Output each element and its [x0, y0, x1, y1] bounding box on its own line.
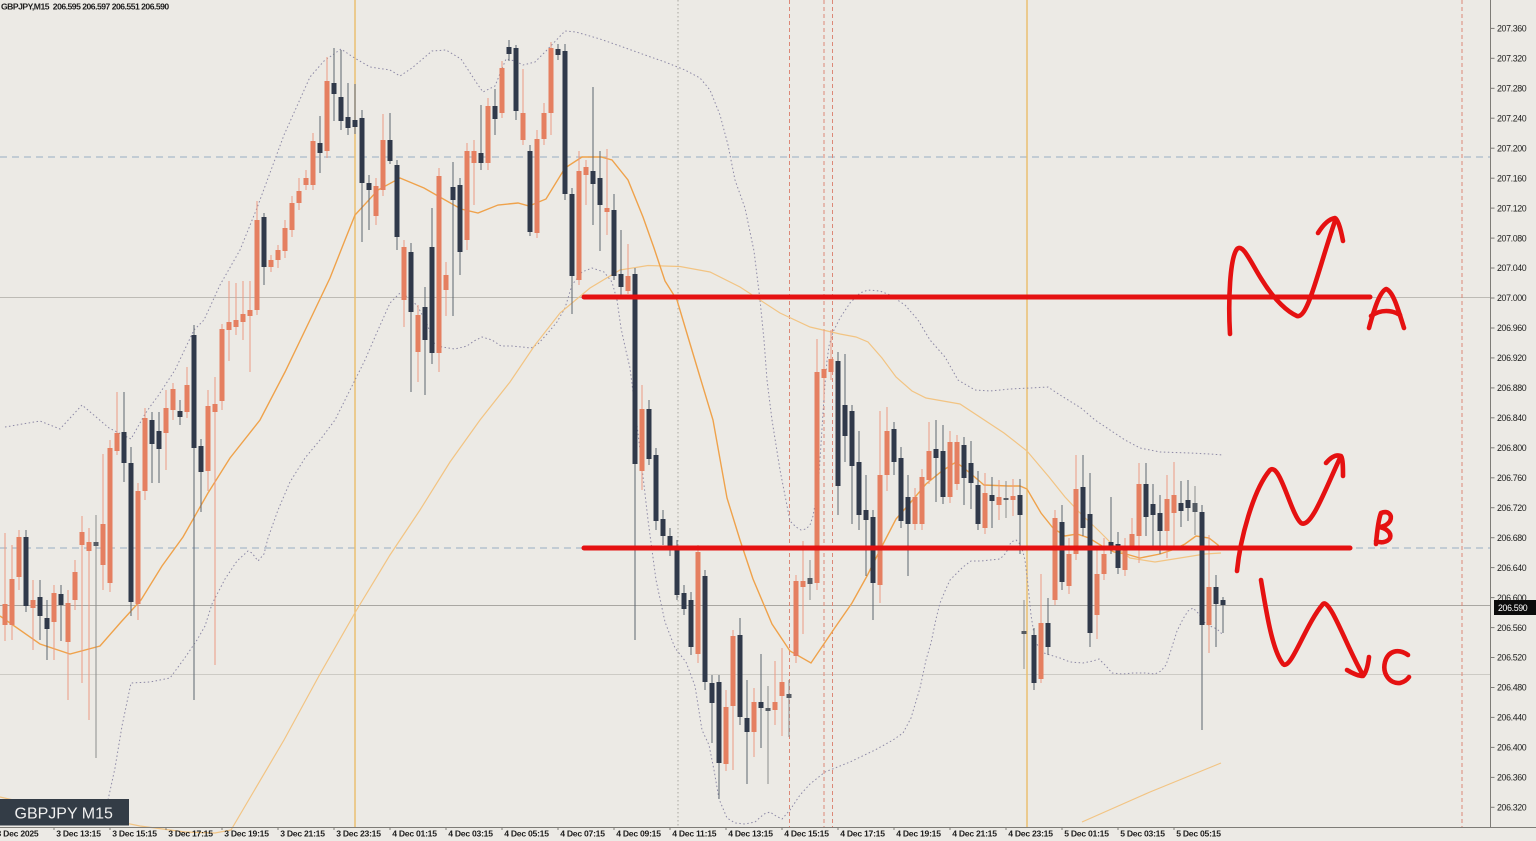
svg-text:207.040: 207.040: [1497, 263, 1527, 273]
svg-text:207.240: 207.240: [1497, 113, 1527, 123]
svg-text:4 Dec 11:15: 4 Dec 11:15: [672, 829, 717, 839]
svg-text:206.560: 206.560: [1497, 623, 1527, 633]
svg-text:206.320: 206.320: [1497, 803, 1527, 813]
svg-text:4 Dec 01:15: 4 Dec 01:15: [392, 829, 437, 839]
svg-text:207.320: 207.320: [1497, 54, 1527, 64]
svg-text:4 Dec 09:15: 4 Dec 09:15: [616, 829, 661, 839]
svg-text:206.640: 206.640: [1497, 563, 1527, 573]
svg-text:3 Dec 17:15: 3 Dec 17:15: [168, 829, 213, 839]
svg-text:3 Dec 15:15: 3 Dec 15:15: [112, 829, 157, 839]
svg-text:4 Dec 07:15: 4 Dec 07:15: [560, 829, 605, 839]
svg-text:3 Dec 23:15: 3 Dec 23:15: [336, 829, 381, 839]
svg-text:4 Dec 15:15: 4 Dec 15:15: [784, 829, 829, 839]
svg-text:3 Dec 2025: 3 Dec 2025: [0, 829, 39, 839]
svg-text:206.590: 206.590: [1498, 603, 1528, 613]
svg-text:206.440: 206.440: [1497, 713, 1527, 723]
svg-text:206.920: 206.920: [1497, 353, 1527, 363]
svg-text:4 Dec 05:15: 4 Dec 05:15: [504, 829, 549, 839]
svg-text:3 Dec 21:15: 3 Dec 21:15: [280, 829, 325, 839]
svg-text:4 Dec 13:15: 4 Dec 13:15: [728, 829, 773, 839]
svg-text:GBPJPY,M15 206.595 206.597 20: GBPJPY,M15 206.595 206.597 206.551 206.5…: [1, 1, 169, 11]
svg-text:207.200: 207.200: [1497, 143, 1527, 153]
svg-text:5 Dec 03:15: 5 Dec 03:15: [1120, 829, 1165, 839]
svg-text:207.280: 207.280: [1497, 84, 1527, 94]
svg-text:4 Dec 17:15: 4 Dec 17:15: [840, 829, 885, 839]
svg-text:206.360: 206.360: [1497, 773, 1527, 783]
svg-text:4 Dec 21:15: 4 Dec 21:15: [952, 829, 997, 839]
svg-text:206.680: 206.680: [1497, 533, 1527, 543]
svg-text:5 Dec 05:15: 5 Dec 05:15: [1176, 829, 1221, 839]
svg-text:4 Dec 19:15: 4 Dec 19:15: [896, 829, 941, 839]
svg-text:206.880: 206.880: [1497, 383, 1527, 393]
svg-text:3 Dec 13:15: 3 Dec 13:15: [56, 829, 101, 839]
svg-text:206.520: 206.520: [1497, 653, 1527, 663]
svg-text:207.080: 207.080: [1497, 233, 1527, 243]
svg-text:206.960: 206.960: [1497, 323, 1527, 333]
svg-text:206.600: 206.600: [1497, 593, 1527, 603]
svg-text:206.840: 206.840: [1497, 413, 1527, 423]
svg-text:4 Dec 23:15: 4 Dec 23:15: [1008, 829, 1053, 839]
svg-text:5 Dec 01:15: 5 Dec 01:15: [1064, 829, 1109, 839]
svg-text:206.480: 206.480: [1497, 683, 1527, 693]
svg-text:206.720: 206.720: [1497, 503, 1527, 513]
svg-text:3 Dec 19:15: 3 Dec 19:15: [224, 829, 269, 839]
svg-text:207.160: 207.160: [1497, 173, 1527, 183]
svg-text:207.360: 207.360: [1497, 24, 1527, 34]
svg-text:206.400: 206.400: [1497, 743, 1527, 753]
svg-text:206.760: 206.760: [1497, 473, 1527, 483]
svg-text:207.120: 207.120: [1497, 203, 1527, 213]
svg-text:4 Dec 03:15: 4 Dec 03:15: [448, 829, 493, 839]
svg-text:207.000: 207.000: [1497, 293, 1527, 303]
svg-text:206.800: 206.800: [1497, 443, 1527, 453]
svg-text:GBPJPY M15: GBPJPY M15: [15, 806, 114, 823]
